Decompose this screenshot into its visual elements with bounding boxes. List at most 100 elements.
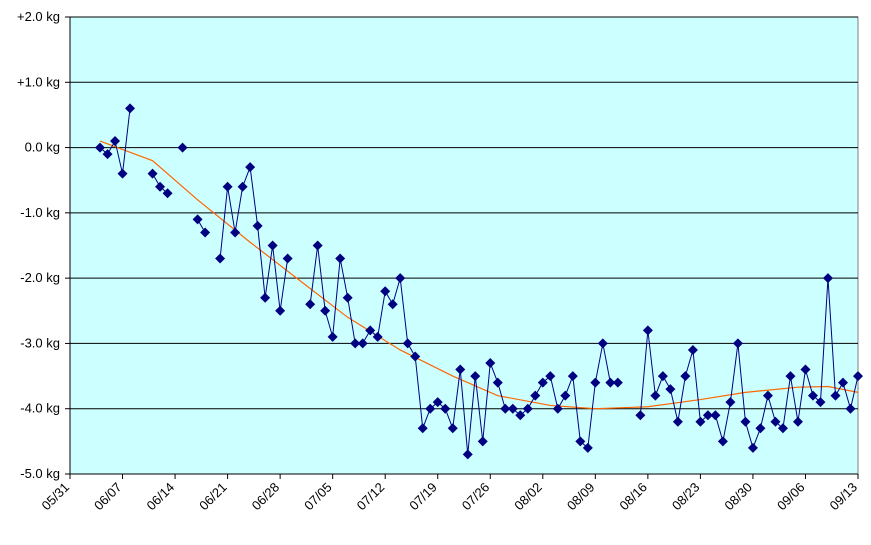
data-point — [650, 390, 661, 401]
data-point — [777, 423, 788, 434]
data-point — [635, 410, 646, 421]
data-point — [117, 168, 128, 179]
data-point — [853, 371, 863, 382]
data-point — [192, 214, 203, 225]
data-point — [530, 390, 541, 401]
data-point — [230, 227, 241, 238]
data-point — [125, 103, 136, 114]
data-point — [95, 142, 106, 153]
data-point — [320, 305, 331, 316]
y-tick-label: -5.0 kg — [20, 466, 60, 481]
data-point — [410, 351, 421, 362]
data-point — [417, 423, 428, 434]
data-point — [747, 442, 758, 453]
data-point — [507, 403, 518, 414]
data-point — [732, 338, 743, 349]
data-point — [162, 188, 173, 199]
data-point — [522, 403, 533, 414]
data-point — [477, 436, 488, 447]
y-tick-label: -2.0 kg — [20, 270, 60, 285]
data-point — [365, 325, 376, 336]
y-tick-label: -3.0 kg — [20, 335, 60, 350]
data-point — [222, 181, 233, 192]
y-tick-label: -4.0 kg — [20, 401, 60, 416]
x-tick-label: 07/12 — [354, 480, 388, 514]
data-point — [680, 371, 691, 382]
data-point — [830, 390, 841, 401]
data-point — [837, 377, 848, 388]
data-point — [455, 364, 466, 375]
data-point — [552, 403, 563, 414]
data-point — [275, 305, 286, 316]
data-point — [560, 390, 571, 401]
data-point — [147, 168, 158, 179]
data-point — [402, 338, 413, 349]
x-tick-label: 06/07 — [91, 480, 125, 514]
data-point — [672, 416, 683, 427]
data-point — [342, 292, 353, 303]
x-tick-label: 06/14 — [144, 480, 178, 514]
data-point — [282, 253, 293, 264]
data-point — [665, 384, 676, 395]
data-point — [605, 377, 616, 388]
data-point — [440, 403, 451, 414]
data-point — [845, 403, 856, 414]
x-tick-label: 06/28 — [249, 480, 283, 514]
trend-line — [99, 140, 859, 410]
x-tick-label: 08/23 — [669, 480, 703, 514]
data-point — [215, 253, 226, 264]
data-point — [612, 377, 623, 388]
data-point — [432, 397, 443, 408]
data-point — [807, 390, 818, 401]
data-point — [155, 181, 166, 192]
x-tick-label: 07/19 — [406, 480, 440, 514]
data-point — [245, 162, 256, 173]
data-point — [515, 410, 526, 421]
x-tick-label: 08/16 — [616, 480, 650, 514]
data-point — [575, 436, 586, 447]
data-point — [312, 240, 323, 251]
data-point — [702, 410, 713, 421]
data-point — [545, 371, 556, 382]
x-tick-label: 09/13 — [827, 480, 861, 514]
data-point — [657, 371, 668, 382]
y-tick-label: -1.0 kg — [20, 205, 60, 220]
data-point — [725, 397, 736, 408]
data-point — [260, 292, 271, 303]
data-point — [785, 371, 796, 382]
data-point — [470, 371, 481, 382]
data-point — [387, 299, 398, 310]
x-tick-label: 09/06 — [774, 480, 808, 514]
data-point — [200, 227, 211, 238]
data-point — [695, 416, 706, 427]
y-tick-label: +2.0 kg — [17, 9, 60, 24]
data-point — [500, 403, 511, 414]
data-point — [110, 136, 121, 147]
x-tick-label: 08/09 — [564, 480, 598, 514]
data-point — [800, 364, 811, 375]
x-tick-label: 08/02 — [511, 480, 545, 514]
data-point — [770, 416, 781, 427]
y-tick-label: 0.0 kg — [25, 140, 60, 155]
data-point — [425, 403, 436, 414]
data-point — [177, 142, 188, 153]
x-tick-label: 06/21 — [196, 480, 230, 514]
data-point — [597, 338, 608, 349]
data-point — [372, 331, 383, 342]
x-tick-label: 07/26 — [459, 480, 493, 514]
data-point — [267, 240, 278, 251]
data-point — [350, 338, 361, 349]
x-tick-label: 07/05 — [301, 480, 335, 514]
plot-area — [69, 16, 859, 475]
data-point — [582, 442, 593, 453]
data-point — [740, 416, 751, 427]
data-point — [485, 358, 496, 369]
data-point — [815, 397, 826, 408]
y-tick-label: +1.0 kg — [17, 74, 60, 89]
data-point — [822, 273, 833, 284]
data-point — [492, 377, 503, 388]
data-point — [357, 338, 368, 349]
data-point — [762, 390, 773, 401]
